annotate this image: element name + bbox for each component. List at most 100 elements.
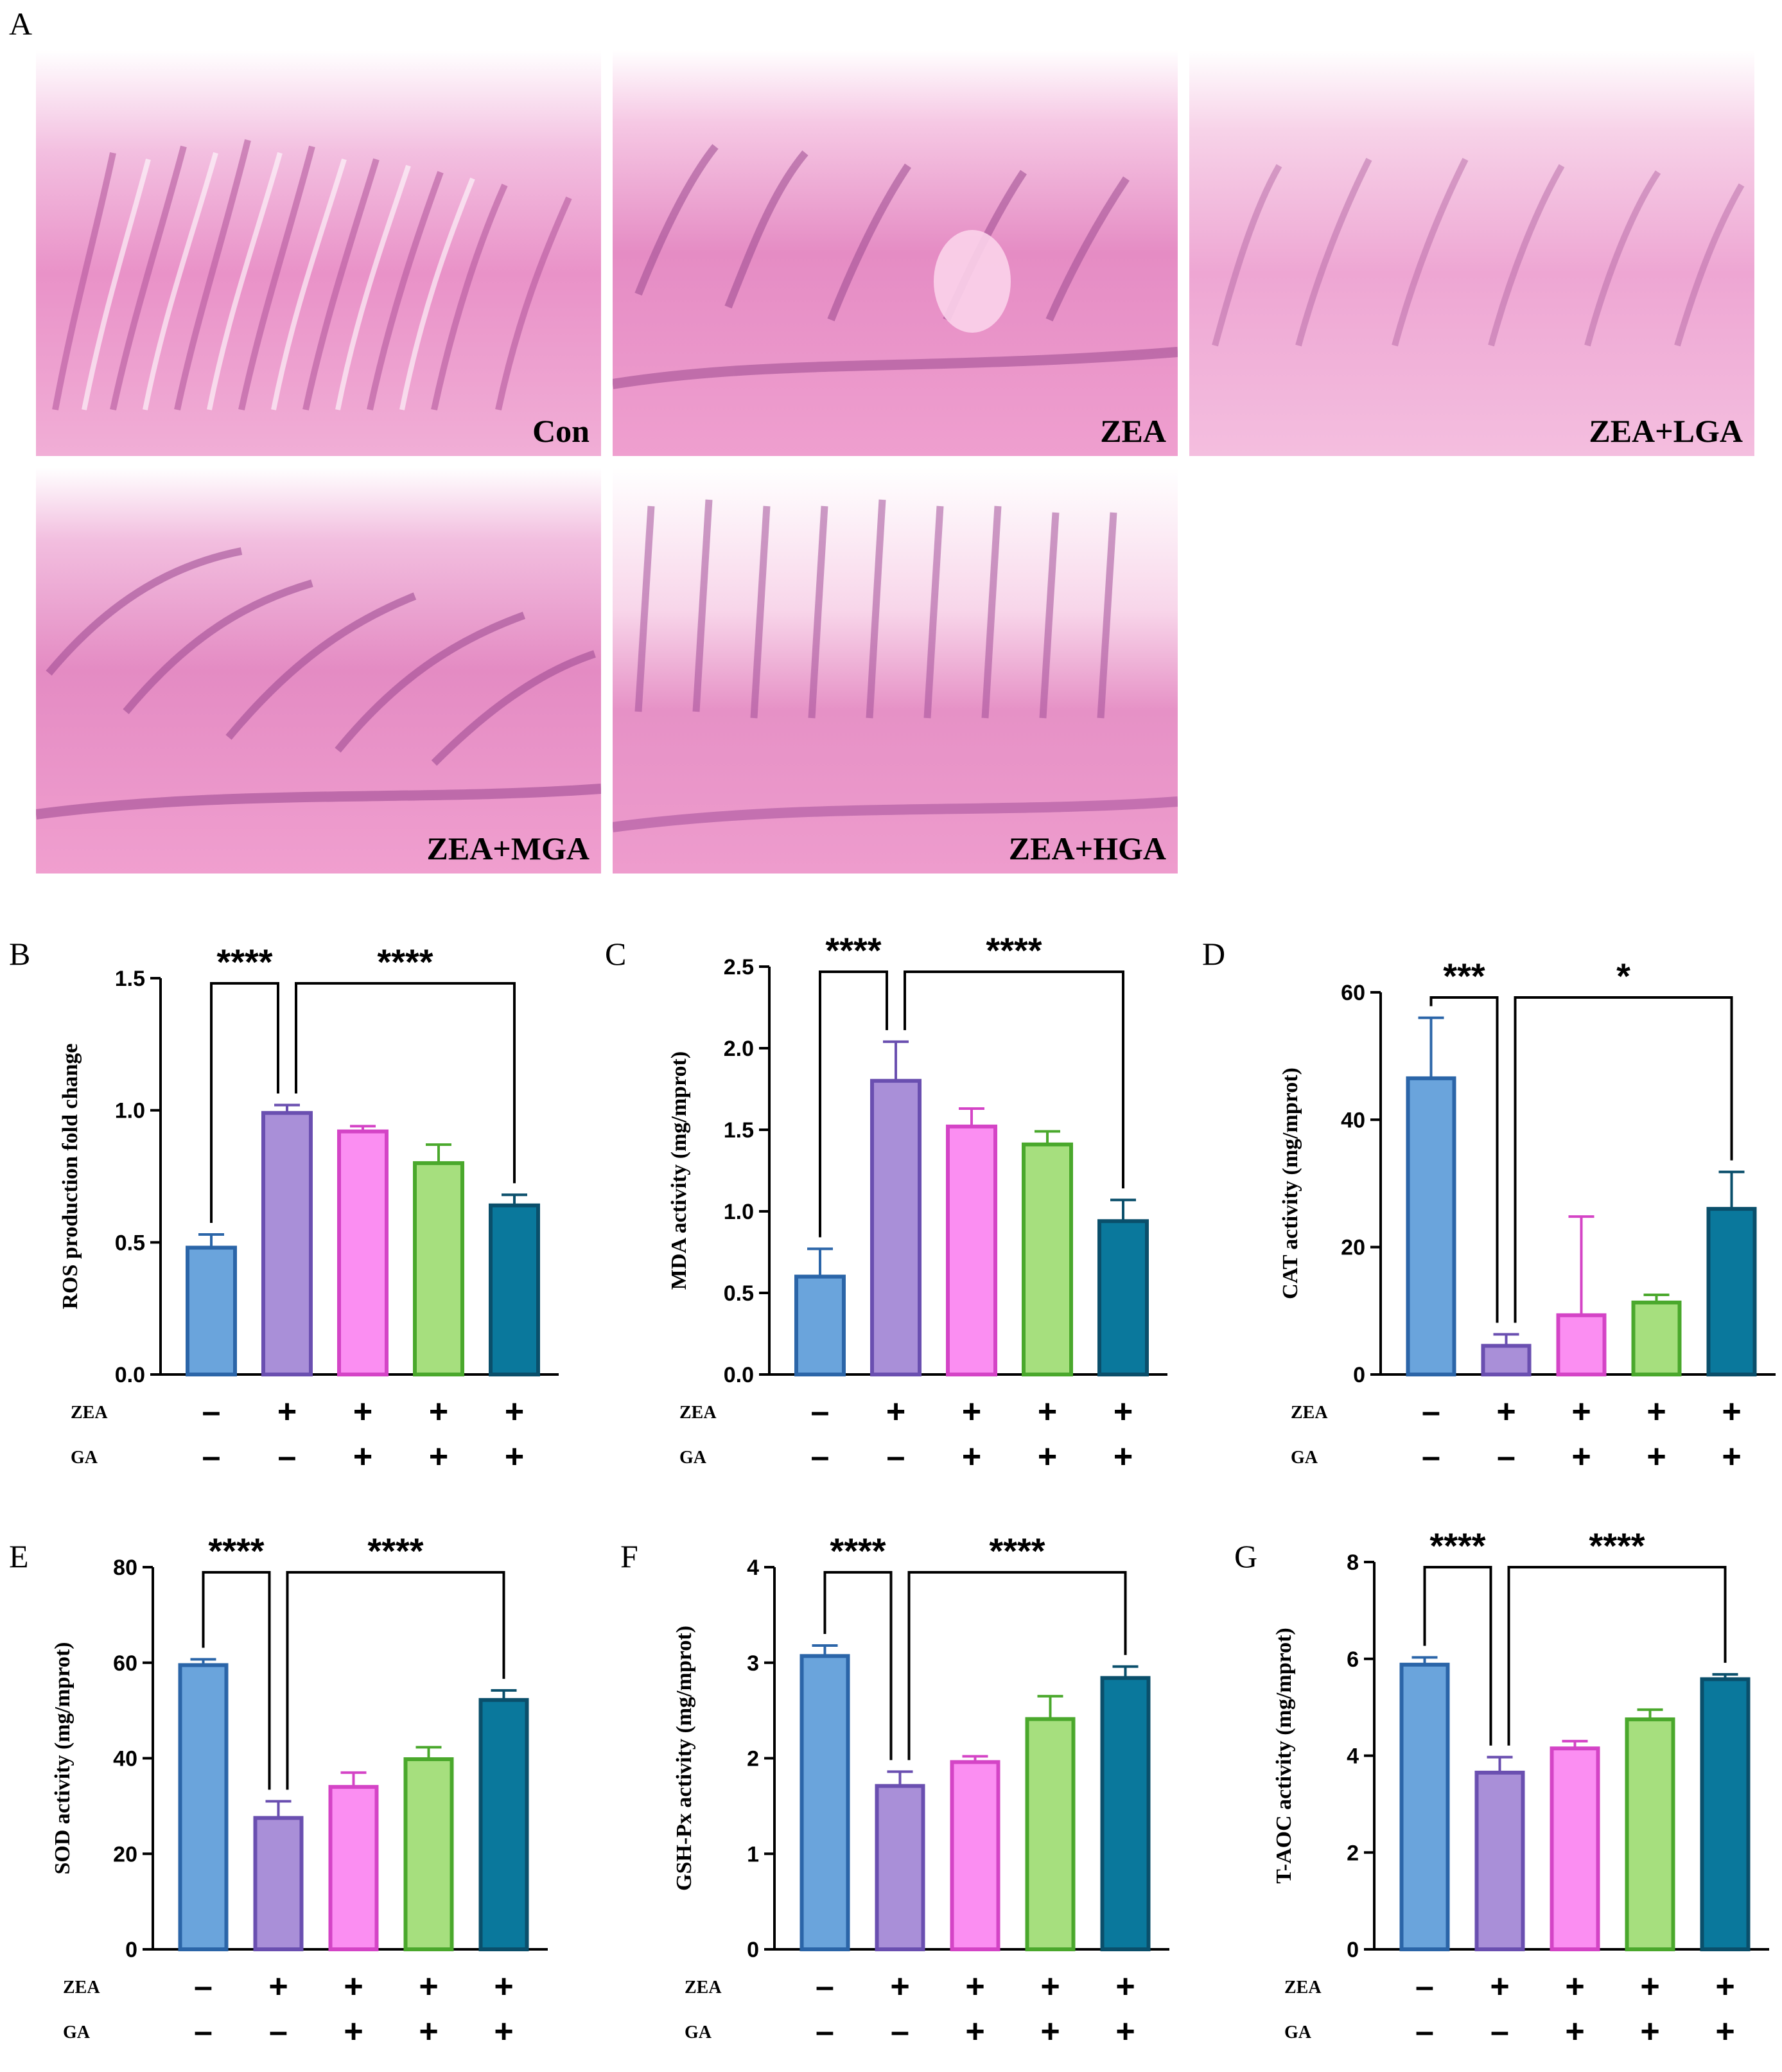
bar xyxy=(413,1161,464,1377)
bar xyxy=(1399,1662,1450,1951)
histology-image-zea-mga: ZEA+MGA xyxy=(36,468,601,874)
zea-symbol: + xyxy=(1647,1393,1666,1430)
y-tick-label: 6 xyxy=(1347,1647,1359,1672)
zea-symbol: + xyxy=(886,1393,905,1430)
y-tick-label: 20 xyxy=(1341,1236,1365,1260)
y-tick-label: 0.5 xyxy=(724,1281,754,1306)
zea-row-label: ZEA xyxy=(71,1403,108,1423)
image-caption: Con xyxy=(532,413,590,449)
ga-symbol: + xyxy=(962,1438,981,1475)
zea-symbol: + xyxy=(890,1968,909,2005)
y-tick-label: 0 xyxy=(747,1938,759,1962)
bar xyxy=(1025,1717,1076,1951)
y-tick-label: 0 xyxy=(125,1938,137,1962)
significance-stars: **** xyxy=(825,930,881,970)
zea-symbol: + xyxy=(1040,1968,1060,2005)
ga-symbol: – xyxy=(278,1438,297,1475)
ga-symbol: – xyxy=(816,2013,834,2050)
bar xyxy=(253,1816,304,1951)
significance-stars: **** xyxy=(986,930,1042,970)
ga-symbol: + xyxy=(419,2013,438,2050)
zea-symbol: + xyxy=(505,1393,524,1430)
zea-symbol: + xyxy=(1115,1968,1135,2005)
histology-image-zea-hga: ZEA+HGA xyxy=(613,468,1178,874)
zea-symbol: + xyxy=(429,1393,448,1430)
zea-symbol: + xyxy=(1715,1968,1734,2005)
ga-symbol: + xyxy=(1038,1438,1057,1475)
zea-symbol: – xyxy=(1422,1393,1440,1430)
ga-symbol: + xyxy=(353,1438,372,1475)
zea-symbol: + xyxy=(353,1393,372,1430)
histology-image-zea: ZEA xyxy=(613,50,1178,456)
ga-symbol: + xyxy=(1115,2013,1135,2050)
ga-symbol: – xyxy=(1415,2013,1434,2050)
bar xyxy=(178,1663,229,1951)
y-tick-label: 60 xyxy=(1341,981,1365,1005)
zea-symbol: + xyxy=(344,1968,363,2005)
ga-row-label: GA xyxy=(1284,2023,1312,2042)
zea-symbol: – xyxy=(202,1393,221,1430)
zea-symbol: + xyxy=(277,1393,297,1430)
zea-symbol: + xyxy=(268,1968,288,2005)
y-tick-label: 2 xyxy=(747,1747,759,1771)
y-tick-label: 1.5 xyxy=(115,967,145,991)
ga-symbol: – xyxy=(891,2013,909,2050)
zea-symbol: + xyxy=(1571,1393,1591,1430)
y-tick-label: 1.5 xyxy=(724,1118,754,1143)
y-tick-label: 8 xyxy=(1347,1550,1359,1575)
histology-image-zea-lga: ZEA+LGA xyxy=(1189,50,1754,456)
significance-stars: **** xyxy=(830,1531,886,1571)
zea-symbol: + xyxy=(1640,1968,1659,2005)
significance-bracket xyxy=(907,1571,1127,1760)
significance-bracket xyxy=(1423,1566,1492,1746)
significance-bracket xyxy=(904,970,1124,1189)
significance-bracket xyxy=(823,1571,893,1760)
y-tick-label: 2.0 xyxy=(724,1037,754,1061)
ga-symbol: + xyxy=(1715,2013,1734,2050)
ga-symbol: – xyxy=(194,2013,213,2050)
y-axis-label: ROS production fold change xyxy=(58,1043,82,1309)
significance-bracket xyxy=(202,1571,271,1790)
significance-stars: **** xyxy=(1589,1525,1645,1566)
y-axis-label: CAT activity (mg/mprot) xyxy=(1279,1067,1302,1299)
ga-row-label: GA xyxy=(71,1448,98,1468)
y-axis-label: T-AOC activity (mg/mprot) xyxy=(1272,1628,1296,1884)
y-tick-label: 80 xyxy=(113,1556,137,1580)
zea-row-label: ZEA xyxy=(685,1978,722,1997)
significance-bracket xyxy=(1507,1566,1727,1746)
image-caption: ZEA+LGA xyxy=(1589,413,1743,449)
ga-symbol: + xyxy=(1565,2013,1584,2050)
ga-row-label: GA xyxy=(63,2023,91,2042)
y-tick-label: 0.0 xyxy=(115,1363,145,1387)
ga-symbol: + xyxy=(1114,1438,1133,1475)
zea-symbol: + xyxy=(962,1393,981,1430)
bar xyxy=(1550,1746,1600,1952)
zea-symbol: – xyxy=(1415,1968,1434,2005)
zea-symbol: – xyxy=(816,1968,834,2005)
bar xyxy=(1406,1076,1456,1376)
bar xyxy=(478,1698,529,1951)
y-tick-label: 4 xyxy=(1347,1744,1359,1769)
bar xyxy=(1631,1300,1682,1376)
bar xyxy=(1625,1717,1675,1951)
bar xyxy=(1481,1344,1532,1376)
bar xyxy=(1100,1676,1151,1952)
bar xyxy=(1700,1677,1751,1951)
ga-symbol: + xyxy=(1640,2013,1659,2050)
zea-row-label: ZEA xyxy=(1284,1978,1322,1997)
y-tick-label: 4 xyxy=(747,1556,759,1580)
panel-letter-c: C xyxy=(605,936,626,972)
y-tick-label: 0.5 xyxy=(115,1231,145,1255)
bar xyxy=(1022,1142,1073,1376)
ga-symbol: – xyxy=(1422,1438,1440,1475)
significance-stars: **** xyxy=(216,942,272,982)
bar xyxy=(799,1654,850,1951)
ga-symbol: – xyxy=(269,2013,288,2050)
zea-row-label: ZEA xyxy=(63,1978,100,1997)
significance-bracket xyxy=(819,970,888,1238)
significance-stars: **** xyxy=(1429,1525,1485,1566)
y-tick-label: 0.0 xyxy=(724,1363,754,1387)
image-caption: ZEA+HGA xyxy=(1008,830,1166,866)
image-caption: ZEA xyxy=(1100,413,1166,449)
zea-symbol: + xyxy=(965,1968,984,2005)
